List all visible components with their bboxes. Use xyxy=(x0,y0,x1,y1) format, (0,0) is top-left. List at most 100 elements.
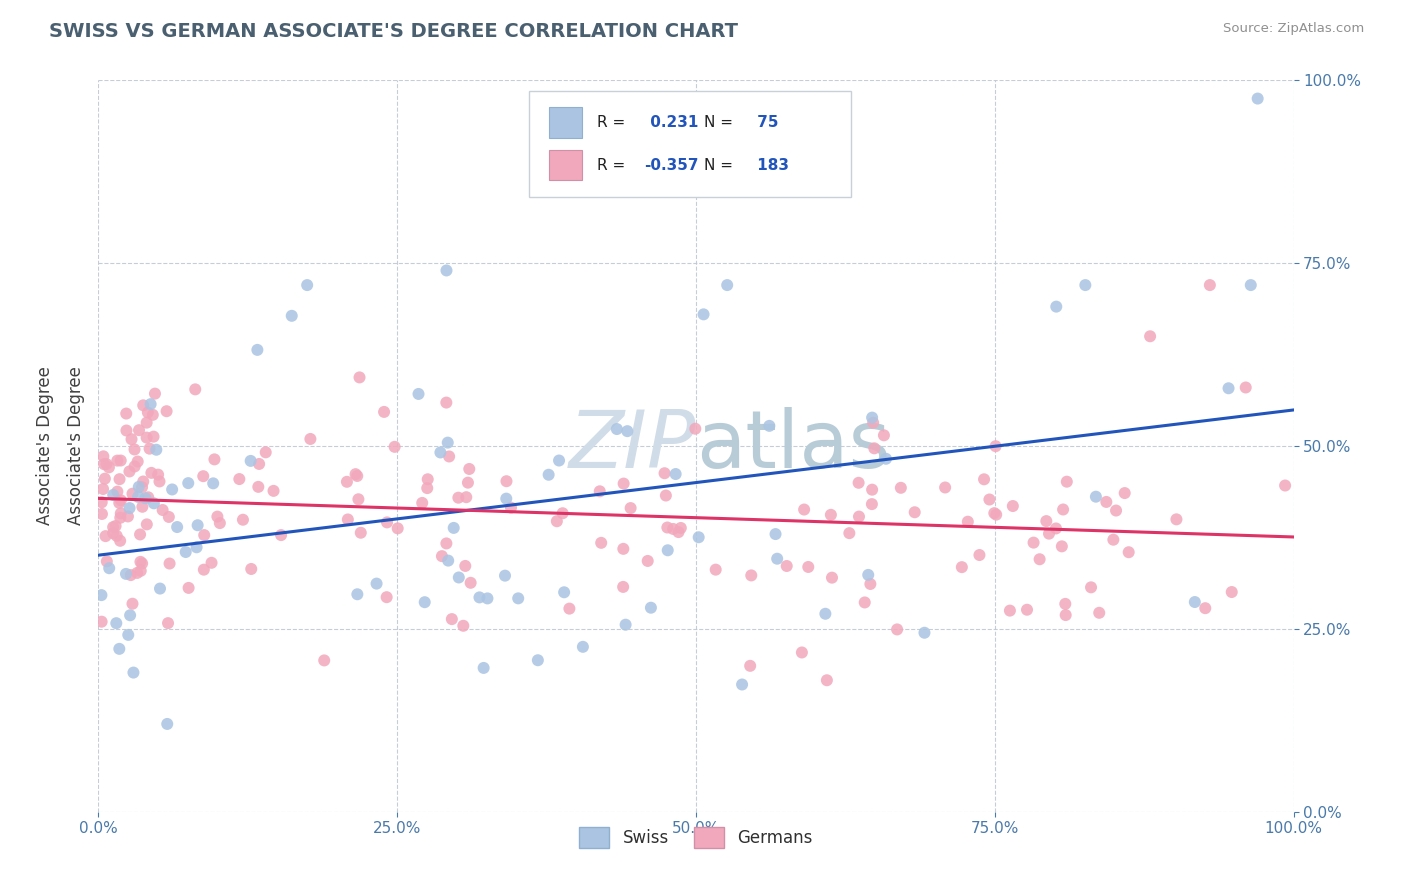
Point xyxy=(495,491,517,506)
Point xyxy=(110,453,132,467)
Point xyxy=(93,450,115,464)
Point xyxy=(613,476,636,491)
Point xyxy=(1247,92,1270,106)
Point xyxy=(495,474,517,488)
Point xyxy=(94,472,117,486)
Point xyxy=(121,432,143,446)
Point xyxy=(984,439,1007,453)
Point xyxy=(103,488,125,502)
Point xyxy=(1118,545,1140,559)
Point xyxy=(135,416,157,430)
Point xyxy=(790,645,813,659)
Point xyxy=(1166,512,1188,526)
Point xyxy=(1240,278,1263,293)
Point xyxy=(1080,580,1102,594)
Point xyxy=(142,430,165,444)
Point xyxy=(740,568,762,582)
Point xyxy=(436,263,458,277)
Point xyxy=(97,460,120,475)
Point xyxy=(440,612,463,626)
Point xyxy=(848,509,870,524)
Text: N =: N = xyxy=(704,115,734,130)
Point xyxy=(346,469,368,483)
Point xyxy=(740,658,762,673)
Point xyxy=(187,518,209,533)
Point xyxy=(177,581,200,595)
Point xyxy=(174,545,197,559)
Point xyxy=(776,559,799,574)
Point xyxy=(685,422,707,436)
Point xyxy=(606,422,628,436)
Point xyxy=(797,560,820,574)
FancyBboxPatch shape xyxy=(548,150,582,180)
Point xyxy=(1139,329,1161,343)
Point xyxy=(1052,502,1074,516)
Point xyxy=(692,307,714,321)
Point xyxy=(1054,597,1077,611)
Point xyxy=(704,563,727,577)
Point xyxy=(96,554,118,568)
Point xyxy=(263,483,285,498)
Point xyxy=(437,553,460,567)
Point xyxy=(508,591,530,606)
Point xyxy=(200,556,222,570)
Point xyxy=(1105,503,1128,517)
Point xyxy=(1001,499,1024,513)
Point xyxy=(408,387,430,401)
Text: -0.357: -0.357 xyxy=(644,159,699,173)
Point xyxy=(132,398,155,412)
Text: Associate's Degree: Associate's Degree xyxy=(35,367,53,525)
Point xyxy=(108,533,131,548)
Point xyxy=(117,509,139,524)
Point xyxy=(157,510,180,524)
Point xyxy=(665,467,688,481)
Point xyxy=(127,566,149,580)
Point xyxy=(429,445,451,459)
Point xyxy=(499,500,522,515)
Point xyxy=(177,476,200,491)
Point xyxy=(454,558,477,573)
Point xyxy=(247,457,270,471)
Point xyxy=(160,483,183,497)
Point xyxy=(447,570,470,584)
Point xyxy=(620,501,643,516)
Point xyxy=(142,496,165,510)
Point xyxy=(145,442,167,457)
Point xyxy=(108,641,131,656)
Point xyxy=(366,576,388,591)
Point xyxy=(1056,475,1078,489)
Point xyxy=(146,467,169,482)
Point xyxy=(662,522,685,536)
Text: R =: R = xyxy=(596,115,626,130)
Point xyxy=(443,521,465,535)
Point xyxy=(121,486,143,500)
Point xyxy=(1022,535,1045,549)
Point xyxy=(246,343,269,357)
Point xyxy=(979,492,1001,507)
Point xyxy=(135,431,157,445)
Point xyxy=(956,515,979,529)
Point xyxy=(458,462,481,476)
Point xyxy=(375,516,398,530)
Point xyxy=(668,525,690,540)
Point xyxy=(387,521,409,535)
Point xyxy=(347,492,370,507)
Point xyxy=(1015,603,1038,617)
Point xyxy=(105,484,128,499)
Point xyxy=(904,505,927,519)
Point xyxy=(468,591,491,605)
Point xyxy=(411,496,433,510)
Point xyxy=(122,665,145,680)
Point xyxy=(108,496,131,510)
Point xyxy=(254,445,277,459)
Point xyxy=(637,554,659,568)
Point xyxy=(862,416,884,430)
Point xyxy=(152,503,174,517)
Point xyxy=(453,619,475,633)
Point xyxy=(1038,526,1060,541)
Point xyxy=(90,588,112,602)
Point xyxy=(159,557,181,571)
Point xyxy=(934,481,956,495)
Point xyxy=(669,521,692,535)
Point xyxy=(110,510,132,524)
